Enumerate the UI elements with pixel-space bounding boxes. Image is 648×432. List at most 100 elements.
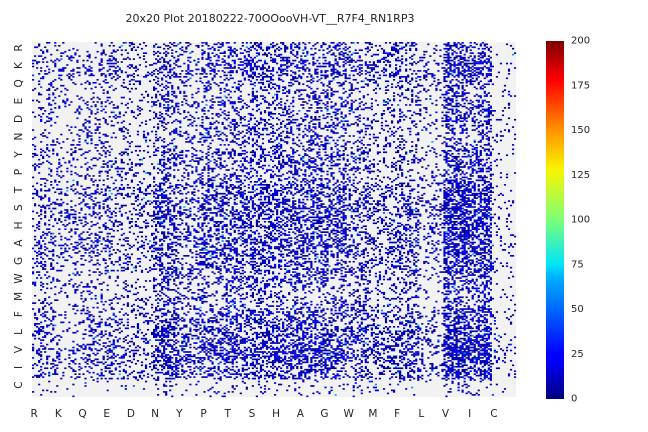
heatmap-cell — [155, 148, 158, 151]
heatmap-cell — [489, 173, 492, 176]
heatmap-cell — [499, 130, 503, 133]
heatmap-cell — [384, 42, 388, 44]
heatmap-cell — [185, 154, 188, 157]
heatmap-cell — [249, 113, 252, 115]
heatmap-cell — [290, 121, 293, 124]
heatmap-cell — [207, 169, 210, 171]
heatmap-cell — [298, 89, 301, 91]
heatmap-cell — [282, 70, 285, 72]
heatmap-cell — [346, 77, 349, 80]
heatmap-cell — [483, 47, 486, 50]
heatmap-cell — [86, 132, 89, 134]
heatmap-cell — [84, 118, 87, 121]
heatmap-cell — [451, 113, 454, 115]
heatmap-cell — [233, 120, 236, 123]
heatmap-cell — [332, 78, 335, 81]
heatmap-cell — [491, 114, 494, 117]
heatmap-cell — [328, 126, 331, 128]
heatmap-cell — [251, 93, 254, 96]
heatmap-cell — [386, 102, 390, 105]
heatmap-cell — [469, 161, 472, 164]
heatmap-cell — [403, 139, 406, 142]
heatmap-cell — [366, 118, 369, 121]
heatmap-cell — [215, 53, 218, 56]
heatmap-cell — [300, 58, 303, 60]
heatmap-cell — [342, 65, 345, 68]
heatmap-cell — [217, 104, 220, 106]
heatmap-cell — [451, 145, 454, 148]
heatmap-cell — [320, 110, 323, 112]
heatmap-cell — [165, 53, 168, 56]
heatmap-cell — [431, 74, 434, 77]
heatmap-cell — [237, 58, 240, 60]
heatmap-cell — [304, 115, 307, 118]
heatmap-cell — [245, 46, 248, 49]
heatmap-cell — [459, 55, 462, 57]
heatmap-cell — [483, 148, 486, 151]
heatmap-cell — [58, 107, 61, 109]
heatmap-cell — [167, 121, 170, 124]
heatmap-cell — [342, 83, 345, 86]
heatmap-cell — [374, 99, 377, 102]
heatmap-cell — [382, 56, 386, 59]
heatmap-cell — [205, 43, 208, 46]
heatmap-cell — [163, 164, 166, 167]
heatmap-cell — [340, 102, 343, 105]
heatmap-cell — [197, 117, 200, 120]
heatmap-cell — [344, 73, 347, 75]
heatmap-cell — [161, 65, 164, 68]
heatmap-cell — [395, 169, 398, 171]
heatmap-cell — [314, 126, 317, 128]
heatmap-cell — [104, 105, 107, 108]
heatmap-cell — [153, 166, 156, 168]
heatmap-cell — [483, 149, 486, 152]
heatmap-cell — [467, 92, 470, 94]
heatmap-cell — [229, 102, 232, 105]
heatmap-cell — [169, 71, 172, 74]
heatmap-cell — [169, 76, 172, 78]
heatmap-cell — [350, 83, 353, 86]
heatmap-cell — [215, 43, 218, 46]
heatmap-cell — [296, 144, 299, 146]
heatmap-cell — [120, 161, 123, 164]
heatmap-cell — [263, 110, 267, 112]
heatmap-cell — [165, 93, 168, 96]
heatmap-cell — [505, 62, 509, 65]
heatmap-cell — [253, 43, 256, 46]
heatmap-cell — [344, 129, 347, 131]
heatmap-cell — [370, 67, 373, 69]
heatmap-cell — [491, 173, 494, 176]
heatmap-cell — [461, 86, 464, 89]
heatmap-cell — [489, 46, 492, 49]
heatmap-cell — [249, 56, 252, 59]
heatmap-cell — [397, 104, 400, 106]
heatmap-cell — [157, 73, 160, 75]
heatmap-cell — [88, 56, 91, 59]
heatmap-cell — [219, 104, 222, 106]
heatmap-cell — [451, 172, 454, 174]
heatmap-cell — [457, 42, 460, 44]
heatmap-cell — [300, 77, 303, 80]
heatmap-cell — [292, 148, 295, 151]
heatmap-cell — [245, 73, 248, 75]
heatmap-cell — [48, 167, 51, 170]
heatmap-cell — [161, 71, 164, 74]
heatmap-cell — [259, 121, 263, 124]
heatmap-cell — [150, 163, 154, 165]
heatmap-cell — [489, 74, 492, 77]
heatmap-cell — [320, 144, 323, 146]
heatmap-cell — [223, 78, 226, 81]
heatmap-cell — [271, 160, 275, 162]
heatmap-cell — [346, 173, 349, 176]
heatmap-cell — [233, 90, 236, 93]
heatmap-cell — [485, 148, 488, 151]
heatmap-cell — [155, 136, 158, 139]
heatmap-cell — [304, 68, 307, 71]
heatmap-cell — [70, 132, 73, 134]
heatmap-cell — [459, 138, 462, 140]
heatmap-cell — [445, 47, 448, 50]
heatmap-cell — [269, 126, 273, 128]
heatmap-cell — [271, 78, 275, 81]
heatmap-cell — [100, 154, 103, 157]
heatmap-cell — [255, 170, 259, 173]
